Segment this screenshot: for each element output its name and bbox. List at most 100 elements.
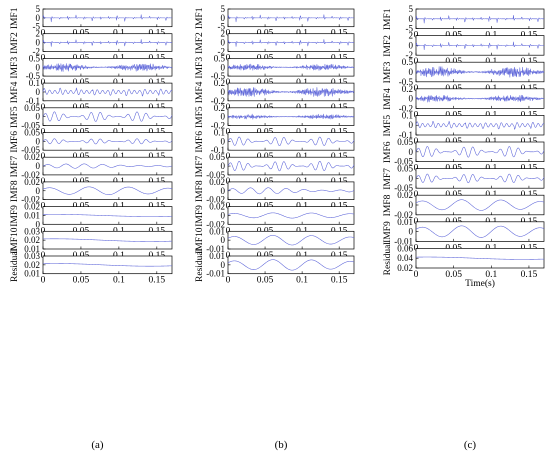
signal-trace [415,41,544,51]
signal-trace [42,111,173,122]
y-tick-label: 0 [409,200,414,210]
signal-trace [227,160,355,172]
signal-trace [42,14,172,23]
y-tick-label: -0.1 [211,145,225,155]
y-tick-label: 0.01 [209,226,225,236]
y-tick-label: 0 [36,62,41,72]
y-tick-label: 0.05 [397,164,413,174]
y-tick-label: -2 [406,50,414,60]
subplot-frame [415,194,545,216]
y-tick-label: -0.05 [21,121,40,131]
y-tick-label: 0.05 [24,103,40,113]
signal-trace [415,120,545,130]
signal-trace [227,136,355,147]
y-tick-label: 0.03 [24,226,40,236]
y-tick-label: 0 [36,13,41,23]
y-tick-label: 0 [221,235,226,245]
x-tick-label: 0 [414,270,419,280]
y-tick-label: 0.1 [214,128,225,138]
x-tick-label: 0.15 [521,270,538,280]
y-tick-label: 0.01 [24,244,40,254]
y-tick-label: 0.2 [214,103,225,113]
signal-trace [42,186,173,195]
y-tick-label: 0.02 [397,263,413,273]
y-axis-label: IMF9 [195,205,205,227]
x-tick-label: 0.1 [485,270,497,280]
y-tick-label: 0.01 [24,210,40,220]
y-tick-label: 0 [36,219,41,229]
y-axis-label: IMF1 [383,8,393,30]
y-tick-label: -0.05 [394,157,413,167]
y-tick-label: -0.1 [399,130,413,140]
signal-trace [42,87,173,97]
y-axis-label: IMF6 [383,141,393,163]
x-tick-label: 0.05 [73,276,90,286]
signal-trace [43,238,173,242]
y-tick-label: -0.02 [206,219,225,229]
x-tick-label: 0.15 [149,276,166,286]
y-axis-label: IMF2 [383,35,393,57]
y-tick-label: 0 [36,112,41,122]
y-axis-label: IMF8 [195,180,205,202]
y-tick-label: -0.2 [211,121,225,131]
x-tick-label: 0.1 [296,276,308,286]
signal-trace [227,113,355,120]
x-tick-label: 0.1 [113,276,125,286]
y-tick-label: -0.01 [206,269,225,279]
y-tick-label: -0.2 [211,96,225,106]
y-tick-label: 0.02 [24,177,40,187]
y-tick-label: 0.05 [397,137,413,147]
y-tick-label: 0 [409,40,414,50]
signal-trace [227,87,355,97]
y-tick-label: -0.05 [206,170,225,180]
y-axis-label: IMF8 [383,194,393,216]
y-tick-label: -0.01 [206,244,225,254]
signal-trace [227,187,355,195]
y-axis-label: IMF10 [10,227,20,254]
panel-c: 50-5IMF100.050.10.1520-2IMF200.050.10.15… [383,4,545,451]
y-axis-label: IMF5 [383,115,393,137]
y-tick-label: 0.01 [209,251,225,261]
y-axis-label: IMF9 [10,205,20,227]
y-tick-label: 0 [409,120,414,130]
y-axis-label: IMF1 [10,7,20,29]
subplot-residual: 0.030.020.01 Residual 0 0.05 0.1 0.15 [10,248,173,286]
y-tick-label: 0.1 [402,110,413,120]
y-tick-label: 0 [221,38,226,48]
y-tick-label: 0 [409,94,414,104]
signal-trace [42,63,173,72]
signal-trace [415,225,545,238]
y-tick-label: 0 [36,87,41,97]
panel-label: (a) [91,439,104,451]
y-tick-label: 0 [409,67,414,77]
x-tick-label: 0 [226,276,231,286]
signal-trace [227,259,355,271]
x-tick-label: 0.15 [331,276,348,286]
signal-trace [42,163,173,169]
y-tick-label: 0.02 [24,202,40,212]
y-tick-label: 0 [221,62,226,72]
y-tick-label: 0 [409,173,414,183]
x-tick-label: 0.05 [445,270,462,280]
y-axis-label: IMF6 [10,131,20,153]
y-tick-label: -0.5 [211,71,226,81]
y-tick-label: -0.2 [399,103,413,113]
y-tick-label: -0.05 [21,145,40,155]
y-tick-label: 0 [221,112,226,122]
y-tick-label: 0 [221,13,226,23]
signal-trace [416,256,545,260]
subplot-frame [42,82,173,102]
y-axis-label: IMF3 [383,61,393,83]
y-tick-label: 0 [409,14,414,24]
y-tick-label: 0.02 [24,235,40,245]
signal-trace [227,212,355,219]
y-tick-label: 0.2 [214,78,225,88]
y-tick-label: 0.05 [209,152,225,162]
panel-b: 50-5IMF100.050.10.1520-2IMF200.050.10.15… [195,4,355,451]
y-tick-label: 0 [409,227,414,237]
y-tick-label: 2 [221,29,226,39]
y-axis-label: IMF10 [195,227,205,254]
y-axis-label: IMF7 [383,168,393,190]
subplot-frame [42,181,173,200]
y-axis-label: IMF8 [10,180,20,202]
